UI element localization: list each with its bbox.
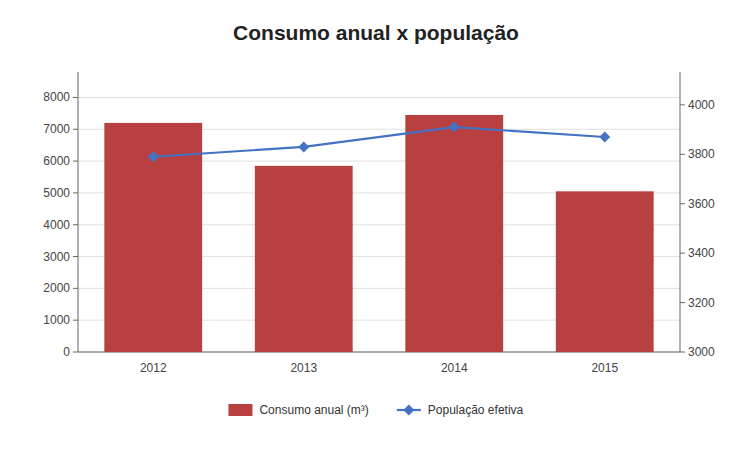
- marks: [104, 115, 653, 352]
- marker: [148, 151, 159, 162]
- x-tick-label: 2015: [591, 361, 618, 375]
- y-tick: [73, 129, 78, 130]
- y-tick-label: 4000: [43, 218, 70, 232]
- legend-swatch: [228, 404, 252, 416]
- y-tick: [73, 256, 78, 257]
- x-tick-label: 2013: [290, 361, 317, 375]
- y-tick: [73, 224, 78, 225]
- bar: [104, 123, 202, 352]
- y-tick-label: 2000: [43, 281, 70, 295]
- y-tick-label: 8000: [43, 90, 70, 104]
- legend-item: Consumo anual (m³): [228, 403, 368, 417]
- background: [0, 0, 752, 451]
- y2-tick: [680, 253, 685, 254]
- legend-label: Consumo anual (m³): [259, 403, 368, 417]
- bar: [405, 115, 503, 352]
- y-tick-label: 1000: [43, 313, 70, 327]
- legend: Consumo anual (m³) População efetiva: [228, 403, 523, 417]
- y-tick-label: 6000: [43, 154, 70, 168]
- x-tick-label: 2014: [441, 361, 468, 375]
- chart-title: Consumo anual x população: [233, 21, 519, 44]
- y-tick: [73, 320, 78, 321]
- x-tick-label: 2012: [140, 361, 167, 375]
- y-tick-label: 0: [63, 345, 70, 359]
- y2-tick-label: 3000: [688, 345, 715, 359]
- y2-tick: [680, 203, 685, 204]
- y-tick-label: 5000: [43, 186, 70, 200]
- legend-item: População efetiva: [397, 403, 524, 417]
- y2-axis-line: [680, 72, 681, 352]
- bar: [556, 191, 654, 352]
- y2-tick-label: 4000: [688, 98, 715, 112]
- y-tick: [73, 288, 78, 289]
- line: [153, 127, 605, 157]
- legend-label: População efetiva: [428, 403, 524, 417]
- legend-marker: [403, 405, 414, 416]
- y-tick-label: 3000: [43, 250, 70, 264]
- y-tick-label: 7000: [43, 122, 70, 136]
- y2-tick-label: 3200: [688, 296, 715, 310]
- marker: [449, 122, 460, 133]
- y2-tick-label: 3800: [688, 147, 715, 161]
- chart-container: Consumo anual x população 0 1000 2000 3000 40…: [0, 0, 752, 451]
- axes: 0 1000 2000 3000 4000 5000 6000 7000 8000 3000 320…: [43, 72, 715, 375]
- y2-tick: [680, 104, 685, 105]
- marker: [298, 141, 309, 152]
- y-axis-line: [78, 72, 79, 352]
- y2-tick-label: 3400: [688, 246, 715, 260]
- bar: [255, 166, 353, 352]
- chart-svg: Consumo anual x população 0 1000 2000 3000 40…: [0, 0, 752, 451]
- y2-tick: [680, 154, 685, 155]
- marker: [599, 131, 610, 142]
- y2-tick: [680, 302, 685, 303]
- y-tick: [73, 97, 78, 98]
- grid: [78, 97, 680, 352]
- y2-tick-label: 3600: [688, 197, 715, 211]
- y2-tick: [680, 352, 685, 353]
- grid-line: [78, 97, 680, 98]
- y-tick: [73, 161, 78, 162]
- y-tick: [73, 352, 78, 353]
- y-tick: [73, 192, 78, 193]
